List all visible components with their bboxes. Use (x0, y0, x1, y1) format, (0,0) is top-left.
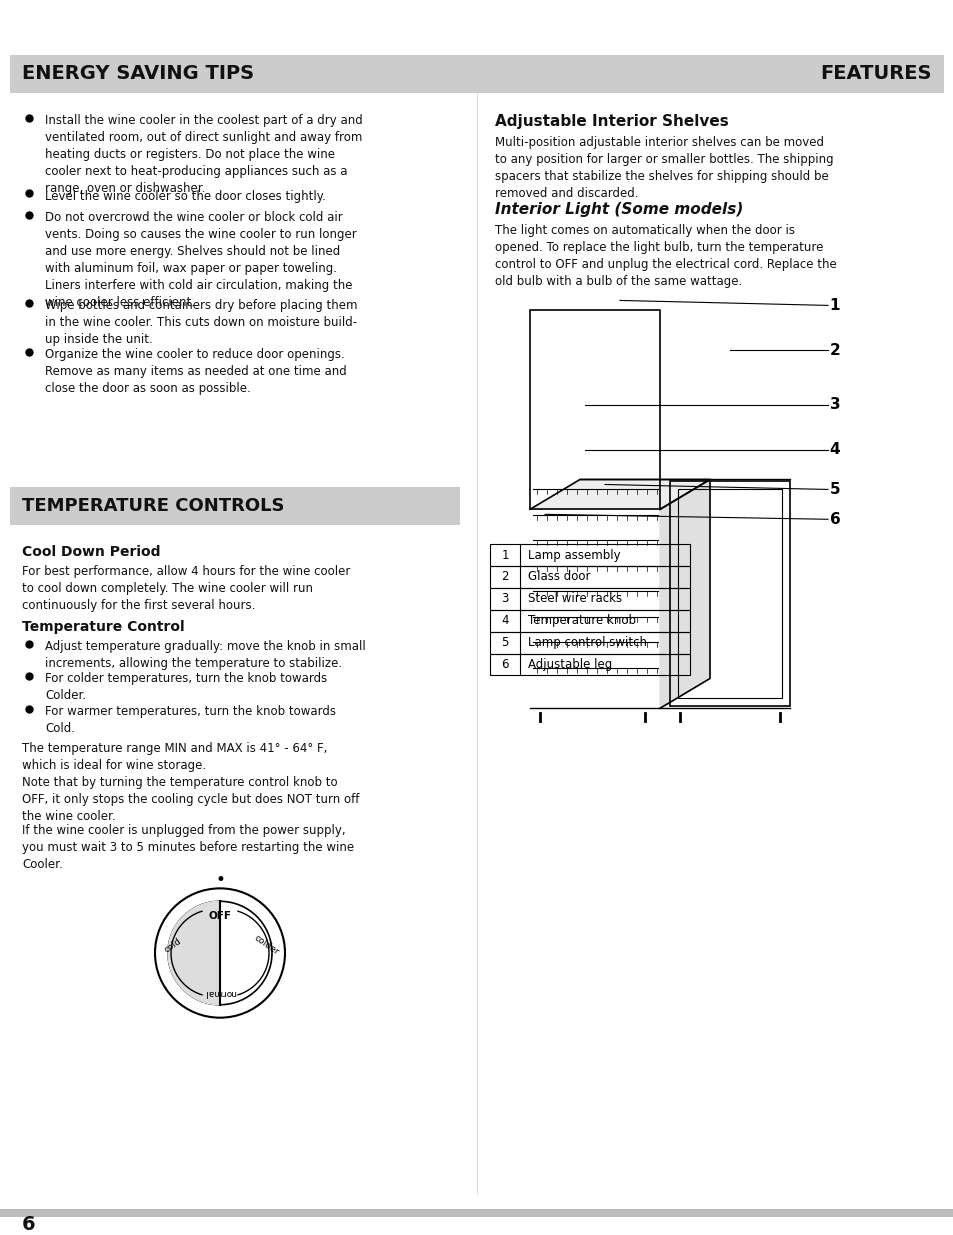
Text: cold: cold (163, 936, 183, 955)
Text: TEMPERATURE CONTROLS: TEMPERATURE CONTROLS (22, 498, 284, 515)
Text: Install the wine cooler in the coolest part of a dry and
ventilated room, out of: Install the wine cooler in the coolest p… (45, 115, 362, 195)
Bar (490, 588, 689, 610)
Bar (490, 631, 689, 653)
Text: colder: colder (253, 934, 281, 957)
Text: 3: 3 (829, 398, 840, 412)
Text: For warmer temperatures, turn the knob towards
Cold.: For warmer temperatures, turn the knob t… (45, 705, 335, 735)
Text: For best performance, allow 4 hours for the wine cooler
to cool down completely.: For best performance, allow 4 hours for … (22, 566, 350, 613)
Text: Lamp control switch: Lamp control switch (527, 636, 646, 650)
Text: •: • (214, 872, 225, 889)
Bar (0, 1209, 953, 1216)
Text: 4: 4 (500, 614, 508, 627)
Text: Cool Down Period: Cool Down Period (22, 545, 160, 559)
Text: Glass door: Glass door (527, 571, 590, 583)
Text: Level the wine cooler so the door closes tightly.: Level the wine cooler so the door closes… (45, 189, 326, 203)
Text: Interior Light (Some models): Interior Light (Some models) (495, 203, 742, 217)
Text: 1: 1 (500, 548, 508, 562)
Bar (490, 566, 689, 588)
Text: 4: 4 (829, 442, 840, 457)
Text: ENERGY SAVING TIPS: ENERGY SAVING TIPS (22, 64, 253, 83)
Text: 5: 5 (829, 482, 840, 496)
Text: 3: 3 (500, 593, 508, 605)
Text: Lamp assembly: Lamp assembly (527, 548, 620, 562)
Polygon shape (530, 479, 709, 509)
Polygon shape (168, 902, 220, 1005)
Text: Note that by turning the temperature control knob to
OFF, it only stops the cool: Note that by turning the temperature con… (22, 776, 359, 823)
Text: 2: 2 (829, 342, 840, 358)
Text: 6: 6 (22, 1215, 35, 1234)
Text: The light comes on automatically when the door is
opened. To replace the light b: The light comes on automatically when th… (495, 224, 836, 288)
Bar (490, 545, 689, 566)
FancyBboxPatch shape (10, 488, 459, 525)
Polygon shape (659, 479, 709, 709)
Text: Multi-position adjustable interior shelves can be moved
to any position for larg: Multi-position adjustable interior shelv… (495, 136, 833, 200)
Text: 5: 5 (500, 636, 508, 650)
Bar (669, 482, 789, 706)
Text: Do not overcrowd the wine cooler or block cold air
vents. Doing so causes the wi: Do not overcrowd the wine cooler or bloc… (45, 211, 356, 309)
FancyBboxPatch shape (10, 54, 943, 93)
Bar (490, 653, 689, 676)
Text: Adjust temperature gradually: move the knob in small
increments, allowing the te: Adjust temperature gradually: move the k… (45, 640, 365, 669)
Text: FEATURES: FEATURES (820, 64, 931, 83)
Text: Temperature knob: Temperature knob (527, 614, 636, 627)
Bar (530, 310, 659, 509)
Bar (678, 489, 781, 698)
Text: Steel wire racks: Steel wire racks (527, 593, 621, 605)
Text: Adjustable Interior Shelves: Adjustable Interior Shelves (495, 115, 728, 130)
Text: 1: 1 (829, 298, 840, 312)
Text: The temperature range MIN and MAX is 41° - 64° F,
which is ideal for wine storag: The temperature range MIN and MAX is 41°… (22, 742, 327, 772)
Text: 6: 6 (829, 511, 840, 527)
Text: Adjustable leg: Adjustable leg (527, 658, 612, 671)
Text: Temperature Control: Temperature Control (22, 620, 185, 634)
Text: 6: 6 (500, 658, 508, 671)
Text: 2: 2 (500, 571, 508, 583)
Text: Wipe bottles and containers dry before placing them
in the wine cooler. This cut: Wipe bottles and containers dry before p… (45, 299, 357, 347)
Text: Organize the wine cooler to reduce door openings.
Remove as many items as needed: Organize the wine cooler to reduce door … (45, 348, 346, 395)
Text: OFF: OFF (209, 911, 232, 921)
Text: If the wine cooler is unplugged from the power supply,
you must wait 3 to 5 minu: If the wine cooler is unplugged from the… (22, 824, 354, 871)
Text: For colder temperatures, turn the knob towards
Colder.: For colder temperatures, turn the knob t… (45, 673, 327, 703)
Bar (490, 610, 689, 631)
Text: normal: normal (204, 988, 235, 998)
